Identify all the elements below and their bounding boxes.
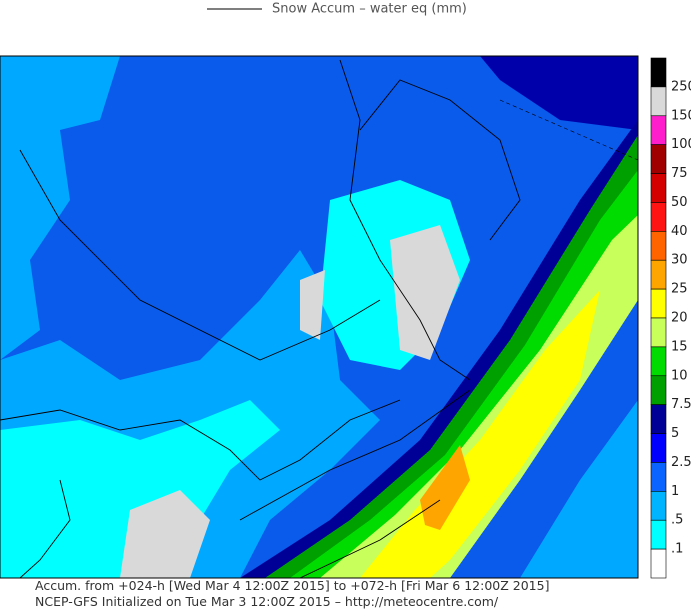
legend-label: 30 xyxy=(671,253,688,268)
legend-swatch xyxy=(650,202,667,232)
legend-swatch xyxy=(650,288,667,319)
footer-line-2: NCEP-GFS Initialized on Tue Mar 3 12:00Z… xyxy=(35,594,499,609)
legend-label: 7.5 xyxy=(671,397,691,412)
legend-swatch xyxy=(650,433,667,463)
legend-swatch xyxy=(650,519,667,550)
legend-label: 50 xyxy=(671,195,688,210)
legend-label: 10 xyxy=(671,368,688,383)
legend-swatch xyxy=(650,491,667,521)
color-legend: 250 150 100 75 50 40 30 25 20 15 10 7.5 5 2.5 1 .5 .1 xyxy=(650,57,691,579)
legend-label: 25 xyxy=(671,282,688,297)
legend-label: 250 xyxy=(671,79,691,94)
legend-label: 75 xyxy=(671,166,688,181)
legend-swatch xyxy=(650,404,667,434)
legend-swatch xyxy=(650,346,667,377)
legend-label: 1 xyxy=(671,484,679,499)
legend-label: 5 xyxy=(671,426,679,441)
legend-label: 150 xyxy=(671,108,691,123)
legend-label: 100 xyxy=(671,137,691,152)
footer-line-1: Accum. from +024-h [Wed Mar 4 12:00Z 201… xyxy=(35,578,549,593)
legend-label: 20 xyxy=(671,311,688,326)
legend-swatch xyxy=(650,259,667,290)
legend-swatch xyxy=(650,173,667,203)
legend-swatch xyxy=(650,317,667,348)
legend-label: .5 xyxy=(671,513,683,528)
legend-swatch xyxy=(650,548,667,579)
legend-swatch xyxy=(650,375,667,405)
legend-label: 2.5 xyxy=(671,455,691,470)
legend-label: .1 xyxy=(671,542,683,557)
legend-label: 15 xyxy=(671,339,688,354)
map xyxy=(0,55,639,579)
legend-label: 40 xyxy=(671,224,688,239)
legend-swatch xyxy=(650,86,667,117)
legend-swatch xyxy=(650,57,667,88)
title: Snow Accum – water eq (mm) xyxy=(272,2,467,17)
legend-swatch xyxy=(650,115,667,145)
legend-swatch xyxy=(650,462,667,492)
legend-swatch xyxy=(650,144,667,174)
legend-swatch xyxy=(650,231,667,261)
